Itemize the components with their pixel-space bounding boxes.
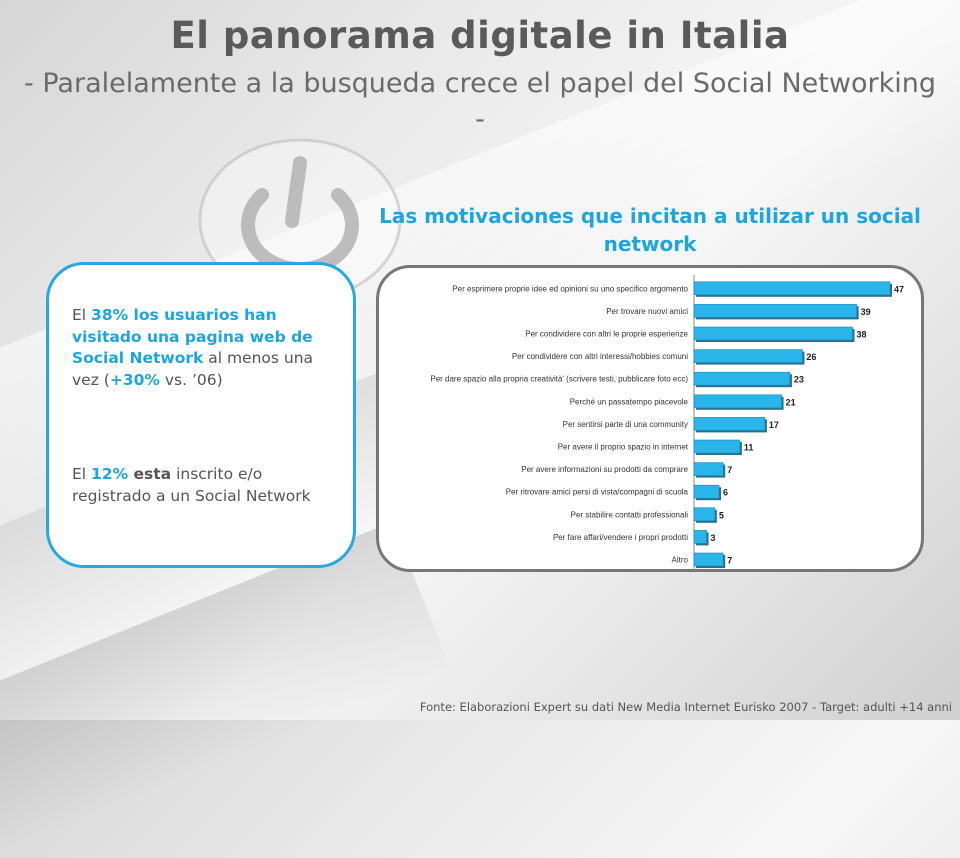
stat-visited-text-2: los usuarios han visitado una pagina web… (72, 306, 313, 367)
chart-bar (693, 326, 853, 341)
stat-visited-text-3: al menos una vez ( (72, 349, 314, 389)
chart-bar (693, 349, 803, 363)
chart-bar (693, 484, 720, 499)
chart-category-label: Perché un passatempo piacevole (570, 397, 689, 406)
stat-registered: El 12% esta inscrito e/o registrado a un… (72, 464, 342, 507)
chart-bar (693, 417, 766, 431)
chart-bar (693, 394, 782, 409)
chart-bar (693, 281, 891, 296)
chart-category-label: Per avere il proprio spazio in internet (558, 443, 689, 452)
chart-category-label: Per fare affari/vendere i propri prodott… (553, 533, 688, 542)
chart-category-label: Per stabilire contatti professionali (571, 510, 689, 519)
stat-registered-text-3: inscrito e/o registrado a un Social Netw… (72, 465, 311, 505)
chart-value-label: 7 (727, 556, 732, 566)
chart-bar (693, 439, 741, 454)
stat-registered-percent: 12% (91, 465, 129, 483)
chart-category-label: Per dare spazio alla propria creatività'… (430, 375, 688, 384)
chart-value-label: 39 (861, 307, 871, 317)
source-footer: Fonte: Elaborazioni Expert su dati New M… (419, 700, 952, 714)
motivations-bar-chart: Per esprimere proprie idee ed opinioni s… (430, 275, 904, 571)
chart-bar (693, 304, 857, 318)
chart-heading: Las motivaciones que incitan a utilizar … (379, 204, 921, 256)
chart-value-label: 3 (711, 533, 716, 543)
chart-bar (693, 462, 724, 476)
stat-visited-percent: 38% (91, 306, 129, 324)
chart-value-label: 26 (806, 352, 816, 362)
chart-category-label: Per esprimere proprie idee ed opinioni s… (452, 284, 688, 293)
stat-registered-text-1: El (72, 465, 92, 483)
chart-bar (693, 507, 716, 522)
chart-value-label: 5 (719, 510, 724, 520)
stat-visited-delta: +30% (109, 370, 160, 389)
chart-category-label: Per condividere con altri interessi/hobb… (512, 352, 688, 361)
chart-bar (693, 530, 707, 544)
chart-value-label: 17 (769, 420, 779, 430)
stat-visited-text-1: El (72, 306, 92, 324)
power-button-icon (198, 138, 402, 302)
chart-value-label: 47 (894, 284, 904, 294)
page-subtitle: - Paralelamente a la busqueda crece el p… (24, 68, 936, 135)
chart-bar (693, 552, 724, 567)
stat-visited-text-4: vs. ’06) (159, 370, 223, 389)
background-shadow-dark (0, 522, 452, 858)
chart-value-label: 23 (794, 375, 804, 385)
chart-value-label: 6 (723, 488, 728, 498)
stats-panel (46, 262, 356, 568)
chart-value-label: 21 (786, 397, 796, 407)
chart-bar (693, 371, 791, 386)
chart-value-label: 7 (727, 465, 732, 475)
chart-category-label: Altro (672, 556, 689, 565)
chart-value-label: 11 (744, 443, 754, 453)
chart-category-label: Per condividere con altri le proprie esp… (525, 330, 688, 339)
stat-registered-text-2: esta (128, 465, 172, 483)
page-title: El panorama digitale in Italia (170, 14, 790, 57)
stat-visited: El 38% los usuarios han visitado una pag… (72, 305, 342, 391)
chart-category-label: Per ritrovare amici persi di vista/compa… (506, 488, 689, 497)
chart-category-label: Per avere informazioni su prodotti da co… (521, 465, 688, 474)
chart-category-label: Per sentirsi parte di una community (563, 420, 688, 429)
chart-category-label: Per trovare nuovi amici (606, 307, 688, 316)
chart-value-label: 38 (856, 330, 866, 340)
